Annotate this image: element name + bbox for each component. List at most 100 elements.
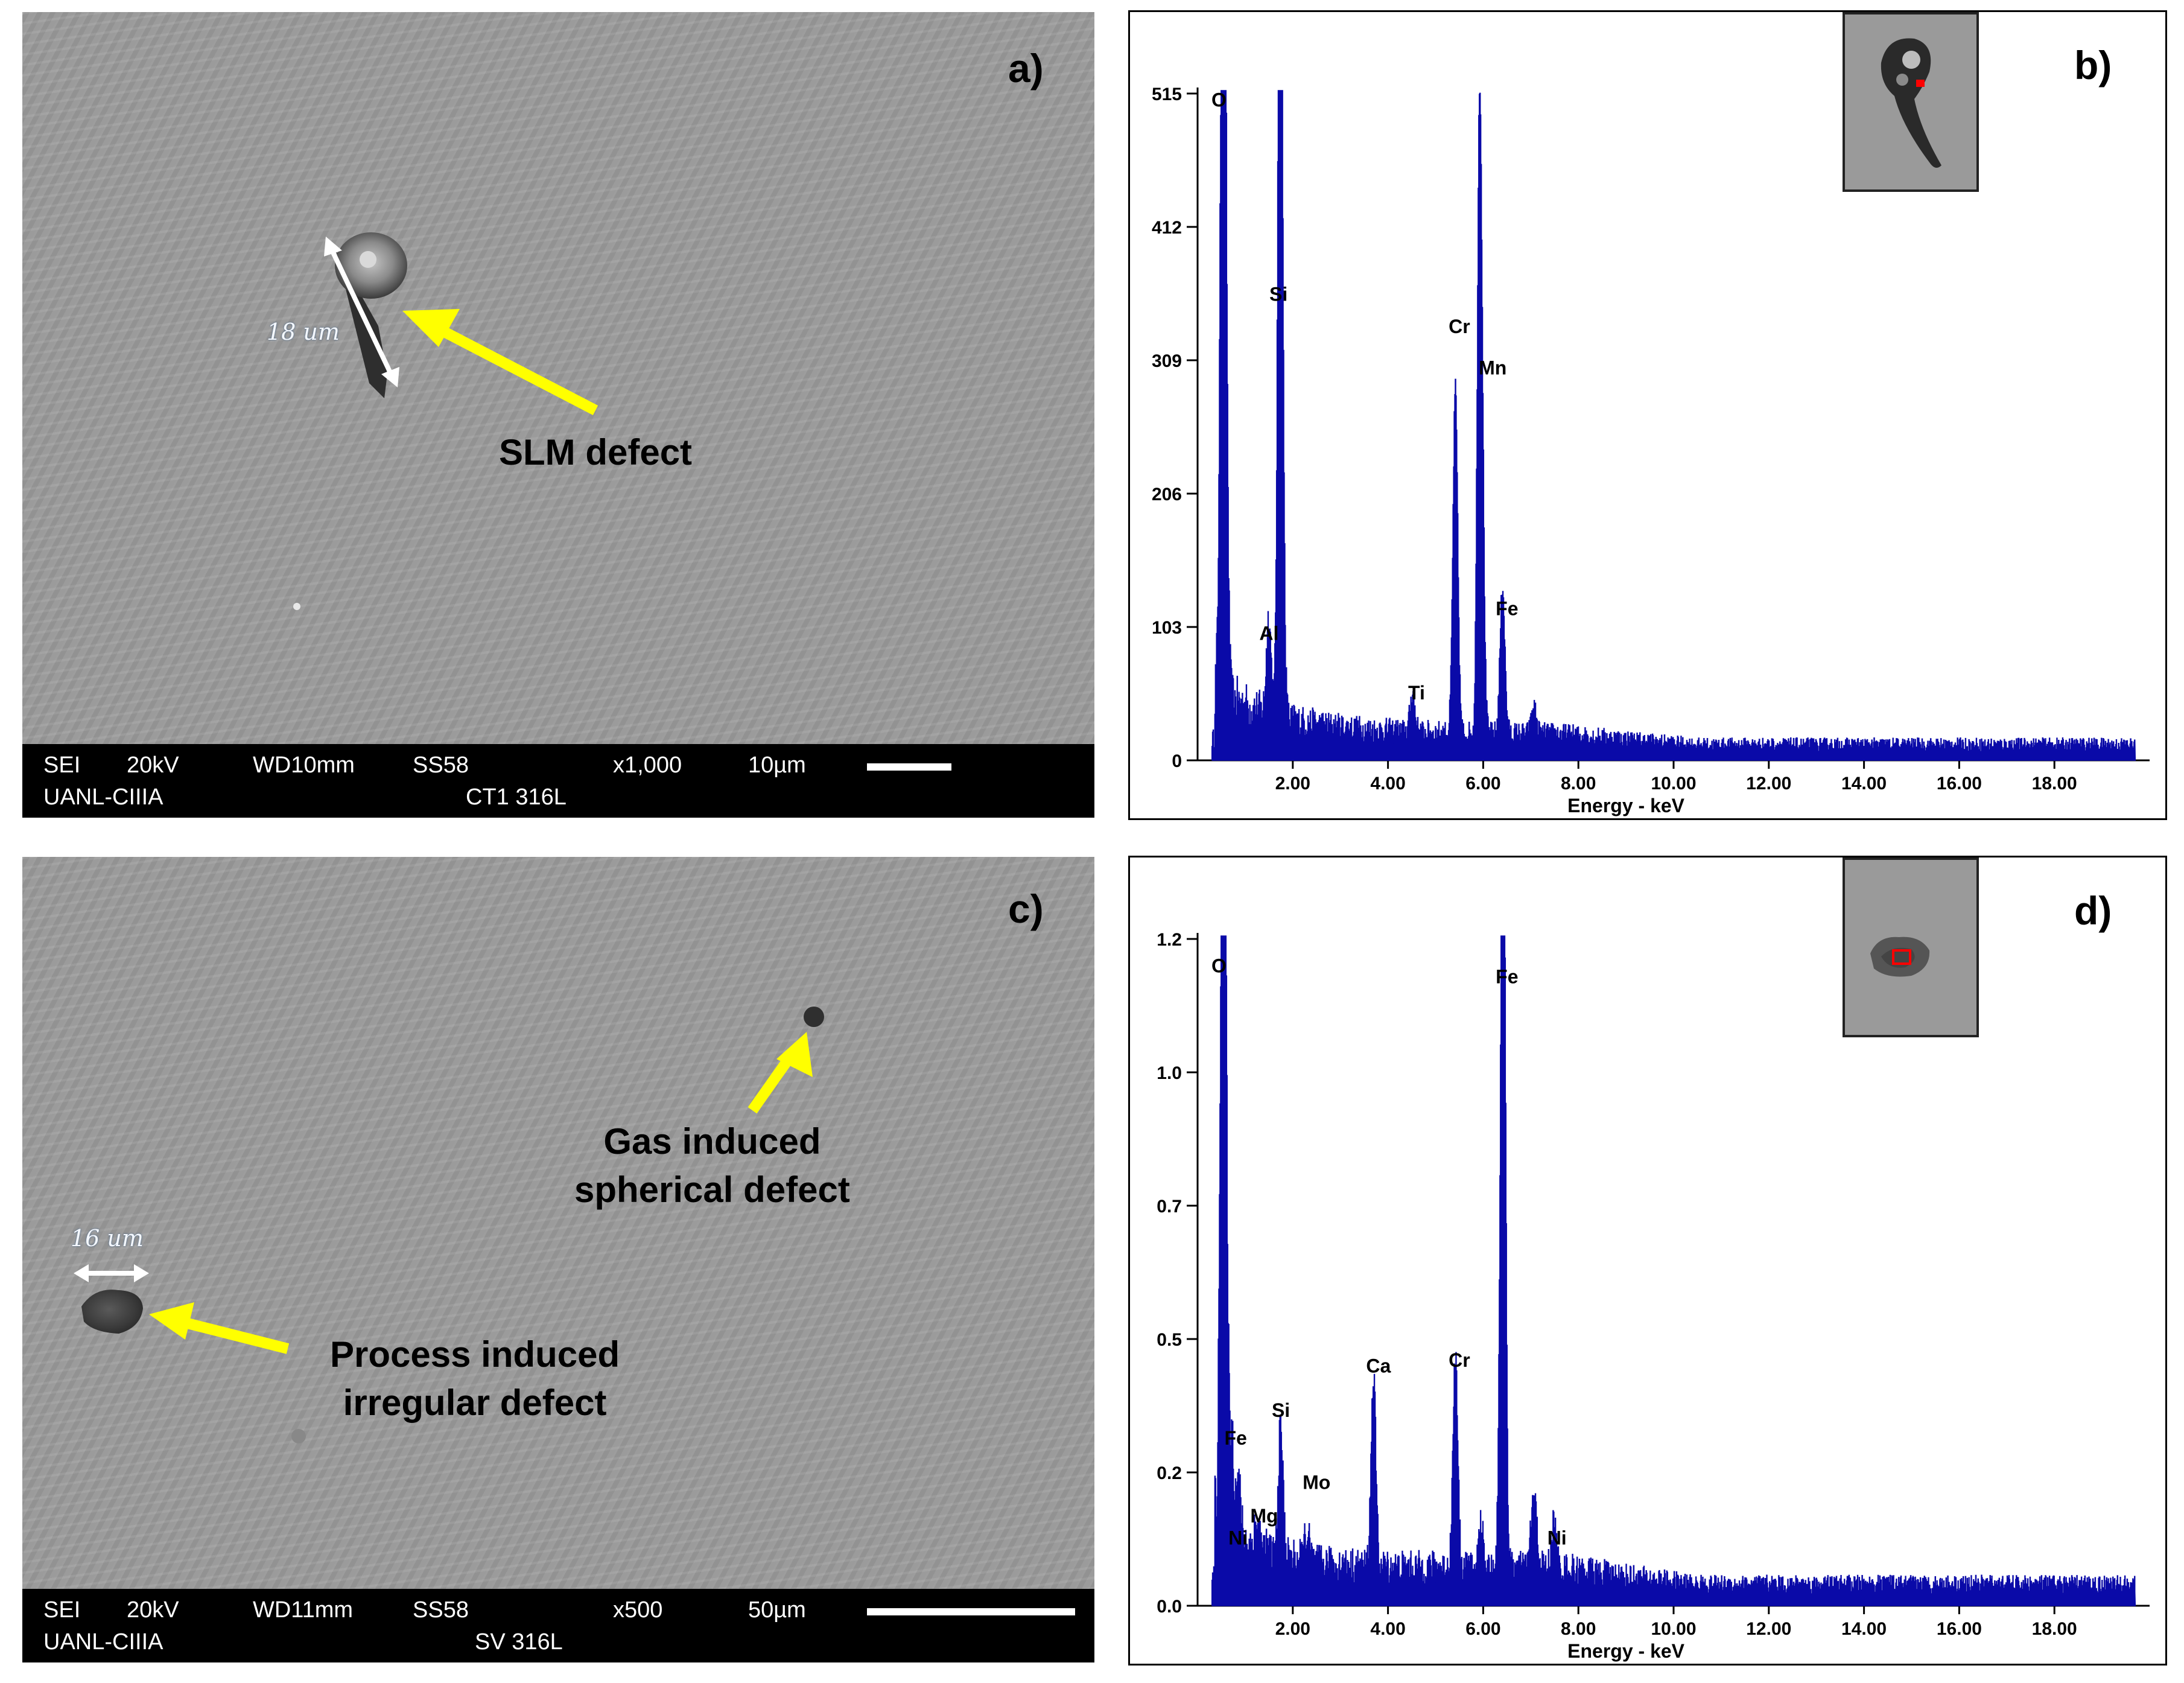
info-mode: SEI: [43, 752, 81, 778]
annotation-process-line1: Process induced: [330, 1334, 620, 1375]
x-tick-label: 16.00: [1937, 1619, 1982, 1639]
info-sample: CT1 316L: [466, 784, 567, 810]
sem-info-bar-c: SEI 20kV WD11mm SS58 x500 50µm UANL-CIII…: [22, 1589, 1094, 1662]
element-label-mg: Mg: [1250, 1505, 1278, 1527]
sem-c-overlay: [74, 1007, 824, 1443]
annotation-gas-defect: Gas induced spherical defect: [574, 1118, 850, 1214]
info-spot: SS58: [413, 752, 469, 778]
x-tick-label: 14.00: [1841, 774, 1887, 794]
y-tick-label: 1.2: [1157, 930, 1182, 950]
inset-defect-image-d: [1870, 937, 1930, 977]
surface-particle: [293, 603, 300, 610]
eds-inset-d: [1843, 857, 1979, 1037]
x-tick-label: 4.00: [1370, 774, 1405, 794]
element-label-fe: Fe: [1224, 1427, 1246, 1449]
x-tick-label: 12.00: [1746, 1619, 1791, 1639]
info-org: UANL-CIIIA: [43, 1629, 163, 1655]
info-mag: x500: [613, 1597, 663, 1623]
annotation-process-line2: irregular defect: [343, 1382, 607, 1423]
spherical-defect: [804, 1007, 824, 1027]
info-spot: SS58: [413, 1597, 469, 1623]
sem-a-overlay: [293, 232, 598, 610]
dimension-arrow-a: [329, 247, 394, 377]
x-tick-label: 4.00: [1370, 1619, 1405, 1639]
y-tick-label: 0.7: [1157, 1197, 1182, 1217]
info-sample: SV 316L: [475, 1629, 563, 1655]
spectrum-trace: [1211, 935, 2136, 1606]
x-tick-label: 8.00: [1561, 774, 1596, 794]
analysis-point-marker-b: [1916, 80, 1925, 87]
x-tick-label: 18.00: [2032, 1619, 2077, 1639]
x-tick-label: 10.00: [1651, 774, 1696, 794]
info-org: UANL-CIIIA: [43, 784, 163, 810]
x-tick-label: 18.00: [2032, 774, 2077, 794]
irregular-defect: [81, 1290, 143, 1334]
element-label-ni: Ni: [1228, 1527, 1248, 1549]
element-label-si: Si: [1272, 1399, 1290, 1421]
annotation-gas-line2: spherical defect: [574, 1169, 850, 1210]
y-tick-label: 0: [1172, 751, 1182, 771]
x-tick-label: 6.00: [1465, 1619, 1500, 1639]
eds-panel-d: 0.0 0.2 0.5 0.7 1.0 1.2 2.00 4.00 6.00 8.00 10.00 1…: [1128, 856, 2167, 1666]
panel-letter-a: a): [1008, 46, 1044, 91]
info-scale: 50µm: [748, 1597, 806, 1623]
y-tick-label: 412: [1152, 218, 1182, 238]
annotation-gas-line1: Gas induced: [603, 1121, 821, 1162]
annotation-process-defect: Process induced irregular defect: [330, 1331, 620, 1427]
x-tick-label: 8.00: [1561, 1619, 1596, 1639]
element-label-fe: Fe: [1496, 598, 1518, 620]
x-axis-title: Energy - keV: [1567, 795, 1685, 816]
eds-panel-b: 0 103 206 309 412 515 2.00 4.00 6.00 8.00 10.00 12.…: [1128, 10, 2167, 820]
y-tick-label: 0.2: [1157, 1463, 1182, 1483]
spectrum-trace: [1211, 90, 2136, 761]
element-label-o: O: [1211, 89, 1227, 110]
y-tick-label: 0.5: [1157, 1330, 1182, 1350]
x-tick-label: 6.00: [1465, 774, 1500, 794]
process-defect-arrow: [183, 1317, 290, 1354]
panel-letter-b: b): [2074, 43, 2112, 87]
sem-image-a: 18 um SLM defect a) SEI 20kV WD10mm SS58…: [22, 12, 1094, 818]
x-tick-label: 16.00: [1937, 774, 1982, 794]
element-label-fe: Fe: [1496, 966, 1518, 988]
x-tick-label: 10.00: [1651, 1619, 1696, 1639]
eds-inset-b: [1843, 12, 1979, 192]
x-tick-label: 2.00: [1275, 1619, 1310, 1639]
x-tick-label: 12.00: [1746, 774, 1791, 794]
y-tick-label: 0.0: [1157, 1597, 1182, 1617]
y-tick-label: 309: [1152, 351, 1182, 371]
info-voltage: 20kV: [127, 752, 179, 778]
info-voltage: 20kV: [127, 1597, 179, 1623]
inset-defect-image-b: [1881, 38, 1941, 168]
element-label-al: Al: [1259, 622, 1278, 644]
analysis-area-marker-d: [1892, 949, 1911, 965]
scale-bar-a: [867, 763, 951, 771]
eds-spectrum-d: 0.0 0.2 0.5 0.7 1.0 1.2 2.00 4.00 6.00 8.00 10.00 1…: [1157, 930, 2150, 1662]
dimension-label-a: 18 um: [267, 319, 340, 345]
y-tick-label: 206: [1152, 485, 1182, 504]
x-tick-label: 14.00: [1841, 1619, 1887, 1639]
element-label-cr: Cr: [1449, 1349, 1470, 1371]
element-label-o: O: [1211, 955, 1227, 976]
annotation-slm-defect: SLM defect: [499, 432, 693, 472]
y-tick-label: 515: [1152, 84, 1182, 104]
element-label-ni: Ni: [1548, 1527, 1567, 1549]
element-label-cr: Cr: [1449, 316, 1470, 337]
element-label-mn: Mn: [1479, 357, 1506, 379]
y-tick-label: 103: [1152, 618, 1182, 638]
info-mode: SEI: [43, 1597, 81, 1623]
x-axis-title: Energy - keV: [1567, 1640, 1685, 1662]
info-wd: WD11mm: [253, 1597, 354, 1623]
scale-bar-c: [867, 1608, 1075, 1615]
surface-particle-c: [291, 1429, 306, 1443]
sem-info-bar-a: SEI 20kV WD10mm SS58 x1,000 10µm UANL-CI…: [22, 744, 1094, 818]
info-wd: WD10mm: [253, 752, 355, 778]
panel-letter-d: d): [2074, 888, 2112, 933]
element-label-ti: Ti: [1408, 682, 1425, 704]
info-mag: x1,000: [613, 752, 682, 778]
y-tick-label: 1.0: [1157, 1063, 1182, 1083]
slm-defect-arrow: [436, 324, 598, 415]
element-label-mo: Mo: [1303, 1472, 1330, 1494]
panel-letter-c: c): [1008, 886, 1044, 931]
element-label-si: Si: [1269, 283, 1287, 305]
eds-spectrum-b: 0 103 206 309 412 515 2.00 4.00 6.00 8.00 10.00 12.…: [1152, 84, 2150, 816]
